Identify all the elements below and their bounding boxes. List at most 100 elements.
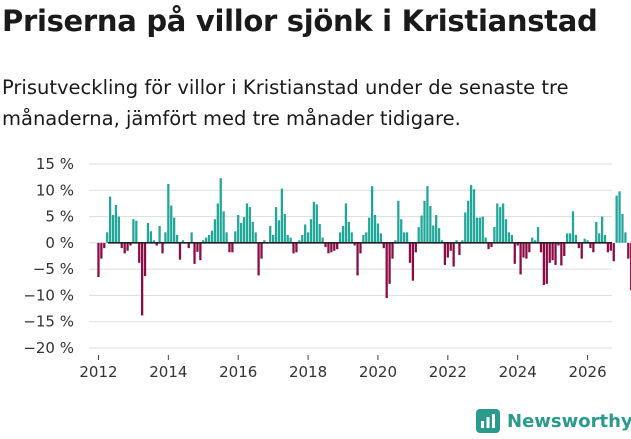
bar	[507, 232, 511, 243]
bar	[132, 219, 135, 243]
bar	[627, 242, 630, 259]
bar	[190, 232, 193, 243]
bar	[234, 231, 237, 243]
bar	[478, 217, 481, 243]
bar	[222, 211, 225, 243]
bar	[237, 214, 240, 243]
bar	[173, 217, 176, 243]
bar	[100, 242, 103, 259]
bar	[437, 228, 441, 243]
bar	[452, 242, 455, 267]
bar	[400, 219, 403, 243]
bar	[108, 196, 112, 243]
bar	[568, 233, 572, 243]
bar	[164, 232, 167, 243]
bar	[531, 237, 534, 243]
bar	[542, 242, 546, 285]
bar	[338, 232, 342, 243]
bar	[143, 242, 147, 276]
bar	[362, 234, 365, 243]
bar	[376, 223, 380, 243]
bar	[606, 242, 610, 253]
bar	[219, 178, 222, 243]
bar	[225, 232, 228, 243]
bar	[612, 242, 615, 262]
bar	[551, 242, 554, 261]
bar	[458, 242, 461, 255]
bar	[318, 223, 321, 243]
bar-series	[97, 178, 631, 316]
bar	[368, 217, 371, 243]
bar	[309, 219, 313, 243]
bar	[379, 233, 382, 243]
bar	[563, 242, 566, 256]
y-tick-label: 5 %	[45, 208, 74, 226]
bar	[490, 242, 493, 248]
bar	[467, 200, 470, 243]
bar	[97, 242, 100, 278]
bar	[359, 242, 362, 254]
bar	[175, 234, 179, 243]
bar	[106, 232, 109, 243]
bar	[525, 242, 528, 259]
bar	[344, 203, 348, 243]
y-tick-label: −5 %	[33, 260, 74, 278]
bar	[583, 238, 586, 243]
bar	[566, 233, 569, 243]
bar	[321, 237, 324, 243]
bar	[528, 242, 531, 253]
bar	[263, 240, 266, 243]
bar	[205, 237, 208, 243]
bar	[138, 242, 141, 263]
bar	[213, 219, 217, 243]
bar	[373, 214, 377, 243]
bar	[242, 217, 246, 243]
bar	[388, 242, 391, 284]
bar	[615, 195, 618, 243]
bar	[286, 234, 289, 243]
bar	[347, 221, 350, 243]
bar	[161, 242, 164, 254]
bar	[510, 234, 513, 243]
bar	[274, 207, 278, 243]
bar	[560, 242, 563, 266]
bar	[327, 242, 330, 254]
bar	[216, 203, 219, 243]
x-tick-label: 2014	[149, 363, 187, 381]
bar	[324, 242, 327, 248]
bar	[257, 242, 260, 276]
bar	[181, 240, 185, 243]
bar	[426, 186, 429, 243]
bar	[440, 240, 444, 243]
bar	[336, 242, 339, 250]
bar	[394, 240, 397, 243]
chart-area: 15 %10 %5 %0 %−5 %−10 %−15 %−20 % 2012 20…	[23, 155, 631, 381]
y-tick-label: 0 %	[45, 234, 74, 252]
bar	[292, 242, 295, 254]
bar	[554, 242, 557, 265]
bar	[405, 232, 409, 243]
bar	[350, 232, 353, 243]
bar	[475, 217, 479, 243]
bar	[251, 221, 254, 243]
bar	[481, 216, 484, 243]
bar	[167, 183, 170, 243]
bar	[117, 216, 120, 243]
bar	[499, 207, 502, 243]
bar	[295, 242, 298, 253]
x-tick-label: 2022	[429, 363, 467, 381]
bar	[353, 242, 356, 246]
bar	[155, 242, 158, 246]
bar	[461, 240, 464, 243]
bar	[333, 242, 336, 251]
y-axis: 15 % 10 % 5 % 0 % −5 % −10 % −15 % −20 %	[23, 155, 74, 357]
x-tick-label: 2012	[79, 363, 117, 381]
bar	[199, 242, 202, 261]
bar	[391, 242, 394, 259]
brand-logo: Newsworthy	[476, 409, 631, 433]
x-tick-label: 2024	[499, 363, 537, 381]
bar	[603, 234, 607, 243]
y-tick-label: −10 %	[23, 286, 74, 304]
bar	[469, 185, 473, 243]
bar	[231, 242, 234, 253]
